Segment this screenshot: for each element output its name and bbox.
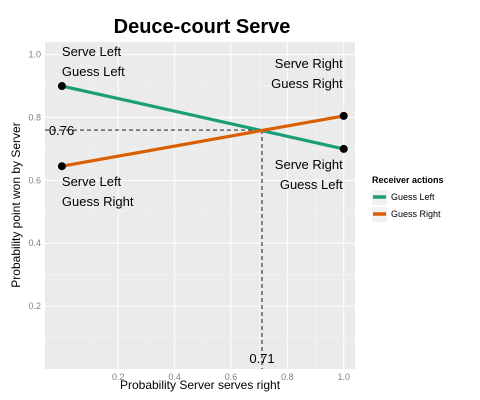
y-axis-ticks: 0.2 0.4 0.6 0.8 1.0 xyxy=(28,50,41,312)
annotation-1-line-0: Serve Right xyxy=(275,56,343,71)
x-axis-title: Probability Server serves right xyxy=(120,378,281,392)
x-tick-label-2: 0.6 xyxy=(225,372,238,382)
annotation-1-line-1: Guess Right xyxy=(271,76,343,91)
series-line-guess-right xyxy=(61,114,345,168)
y-tick-label-2: 0.6 xyxy=(28,175,41,185)
legend-items: Guess Left Guess Right xyxy=(372,190,441,222)
intersection-x-label: 0.71 xyxy=(249,351,274,366)
series-line-guess-left xyxy=(61,84,345,151)
x-tick-label-4: 1.0 xyxy=(337,372,350,382)
point-guess-right-0 xyxy=(57,162,66,171)
annotation-2-line-0: Serve Left xyxy=(62,174,122,189)
data-points xyxy=(57,82,348,171)
legend-label-guess-right: Guess Right xyxy=(391,209,441,219)
gridlines xyxy=(45,42,355,369)
annotation-0-line-1: Guess Left xyxy=(62,64,125,79)
intersection-y-label: 0.76 xyxy=(49,123,74,138)
y-tick-label-1: 0.4 xyxy=(28,238,41,248)
x-tick-label-3: 0.8 xyxy=(281,372,294,382)
annotation-2-line-1: Guess Right xyxy=(62,194,134,209)
plot-background xyxy=(45,42,355,369)
annotation-0-line-0: Serve Left xyxy=(62,44,122,59)
annotation-3-line-1: Guess Left xyxy=(280,177,343,192)
legend-title: Receiver actions xyxy=(372,175,444,185)
reference-lines: 0.76 0.71 xyxy=(45,123,275,369)
point-guess-left-1 xyxy=(339,144,348,153)
chart-title: Deuce-court Serve xyxy=(114,16,291,38)
x-tick-label-0: 0.2 xyxy=(112,372,125,382)
annotations: Serve Left Guess Left Serve Right Guess Rig… xyxy=(62,44,343,209)
y-tick-label-4: 1.0 xyxy=(28,50,41,60)
legend: Receiver actions Guess Left Guess Right xyxy=(372,175,444,222)
y-axis-title: Probability point won by Server xyxy=(9,122,23,287)
y-tick-label-0: 0.2 xyxy=(28,301,41,311)
x-axis-ticks: 0.2 0.4 0.6 0.8 1.0 xyxy=(112,372,350,382)
x-tick-label-1: 0.4 xyxy=(168,372,181,382)
annotation-3-line-0: Serve Right xyxy=(275,157,343,172)
series-lines xyxy=(61,84,345,168)
y-tick-label-3: 0.8 xyxy=(28,112,41,122)
point-guess-right-1 xyxy=(339,111,348,120)
point-guess-left-0 xyxy=(57,82,66,91)
legend-label-guess-left: Guess Left xyxy=(391,192,435,202)
